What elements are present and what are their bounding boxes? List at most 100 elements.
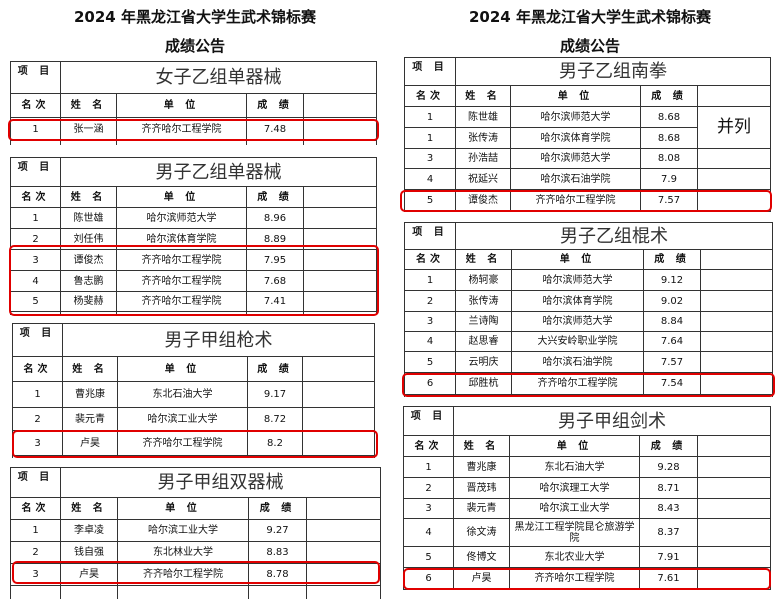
name-cell: 孙浩喆	[456, 149, 511, 169]
rank-cell: 3	[405, 149, 456, 169]
event-title: 男子乙组南拳	[456, 58, 771, 86]
name-header: 姓 名	[61, 498, 118, 520]
unit-cell: 齐齐哈尔工程学院	[512, 373, 644, 395]
score-cell: 8.68	[641, 128, 698, 149]
name-cell: 卢昊	[61, 564, 118, 586]
rank-cell: 4	[11, 271, 61, 292]
rank-header: 名次	[11, 187, 61, 208]
name-cell: 陈世雄	[61, 208, 117, 229]
document-title: 2024 年黑龙江省大学生武术锦标赛	[0, 6, 390, 27]
remark-cell	[701, 312, 773, 332]
unit-header: 单 位	[512, 250, 644, 270]
empty-cell	[512, 395, 644, 398]
score-cell: 8.83	[249, 542, 307, 564]
empty-cell	[640, 590, 698, 591]
empty-cell	[304, 312, 377, 316]
name-cell: 杨斐赫	[61, 292, 117, 312]
empty-cell	[61, 586, 118, 599]
score-cell: 7.57	[644, 352, 701, 373]
rank-cell: 2	[405, 291, 456, 312]
unit-cell: 哈尔滨师范大学	[512, 270, 644, 291]
unit-header: 单 位	[118, 498, 249, 520]
empty-cell	[456, 212, 511, 213]
empty-cell	[11, 586, 61, 599]
rank-cell: 3	[11, 250, 61, 271]
column-header-row: 名次姓 名单 位成 绩	[404, 436, 771, 457]
empty-cell	[701, 395, 773, 398]
empty-cell	[11, 141, 61, 146]
score-cell: 8.43	[640, 499, 698, 519]
remark-cell	[303, 408, 375, 431]
empty-cell	[61, 141, 117, 146]
table-row	[11, 141, 377, 146]
remark-cell	[698, 519, 771, 547]
score-cell: 8.37	[640, 519, 698, 547]
column-header-row: 名次姓 名单 位成 绩	[11, 94, 377, 118]
remark-cell	[701, 373, 773, 395]
name-cell: 李卓凌	[61, 520, 118, 542]
unit-cell: 哈尔滨理工大学	[510, 478, 640, 499]
column-header-row: 名次姓 名单 位成 绩	[13, 357, 375, 382]
name-cell: 曹兆康	[454, 457, 510, 478]
rank-cell: 1	[11, 118, 61, 141]
remark-cell	[698, 568, 771, 590]
score-cell: 8.68	[641, 107, 698, 128]
name-cell: 曹兆康	[63, 382, 118, 408]
name-cell: 张一涵	[61, 118, 117, 141]
score-cell: 7.91	[640, 547, 698, 568]
rank-cell: 4	[404, 519, 454, 547]
event-header-row: 项 目女子乙组单器械备 注	[11, 62, 377, 94]
empty-cell	[456, 395, 512, 398]
rank-cell: 1	[405, 128, 456, 149]
score-cell: 8.08	[641, 149, 698, 169]
unit-cell: 哈尔滨石油学院	[512, 352, 644, 373]
remark-cell	[307, 520, 381, 542]
name-cell: 卢昊	[63, 431, 118, 456]
rank-cell: 5	[11, 292, 61, 312]
column-header-row: 名次姓 名单 位成 绩	[11, 187, 377, 208]
name-cell: 晋茂玮	[454, 478, 510, 499]
score-cell: 7.68	[247, 271, 304, 292]
name-cell: 谭俊杰	[61, 250, 117, 271]
empty-cell	[248, 456, 303, 459]
unit-cell: 东北林业大学	[118, 542, 249, 564]
rank-cell: 1	[11, 208, 61, 229]
empty-cell	[61, 312, 117, 316]
rank-cell: 2	[11, 229, 61, 250]
event-header-row: 项 目男子乙组棍术备 注	[405, 223, 773, 250]
remark-cell	[698, 478, 771, 499]
name-header: 姓 名	[61, 94, 117, 118]
score-cell: 8.72	[248, 408, 303, 431]
empty-cell	[118, 586, 249, 599]
rank-cell: 1	[404, 457, 454, 478]
rank-cell: 3	[11, 564, 61, 586]
rank-header: 名次	[405, 86, 456, 107]
column-header-row: 名次姓 名单 位成 绩	[11, 498, 381, 520]
rank-cell: 3	[404, 499, 454, 519]
remark-cell	[698, 499, 771, 519]
unit-cell: 齐齐哈尔工程学院	[117, 271, 247, 292]
unit-cell: 哈尔滨工业大学	[510, 499, 640, 519]
rank-cell: 1	[13, 382, 63, 408]
score-cell: 7.48	[247, 118, 304, 141]
unit-cell: 齐齐哈尔工程学院	[117, 250, 247, 271]
empty-cell	[118, 456, 248, 459]
remark-cell	[698, 169, 771, 190]
score-header: 成 绩	[640, 436, 698, 457]
remark-cell	[698, 149, 771, 169]
rank-cell: 2	[11, 542, 61, 564]
remark-cell	[304, 118, 377, 141]
score-cell: 9.17	[248, 382, 303, 408]
score-cell: 9.27	[249, 520, 307, 542]
